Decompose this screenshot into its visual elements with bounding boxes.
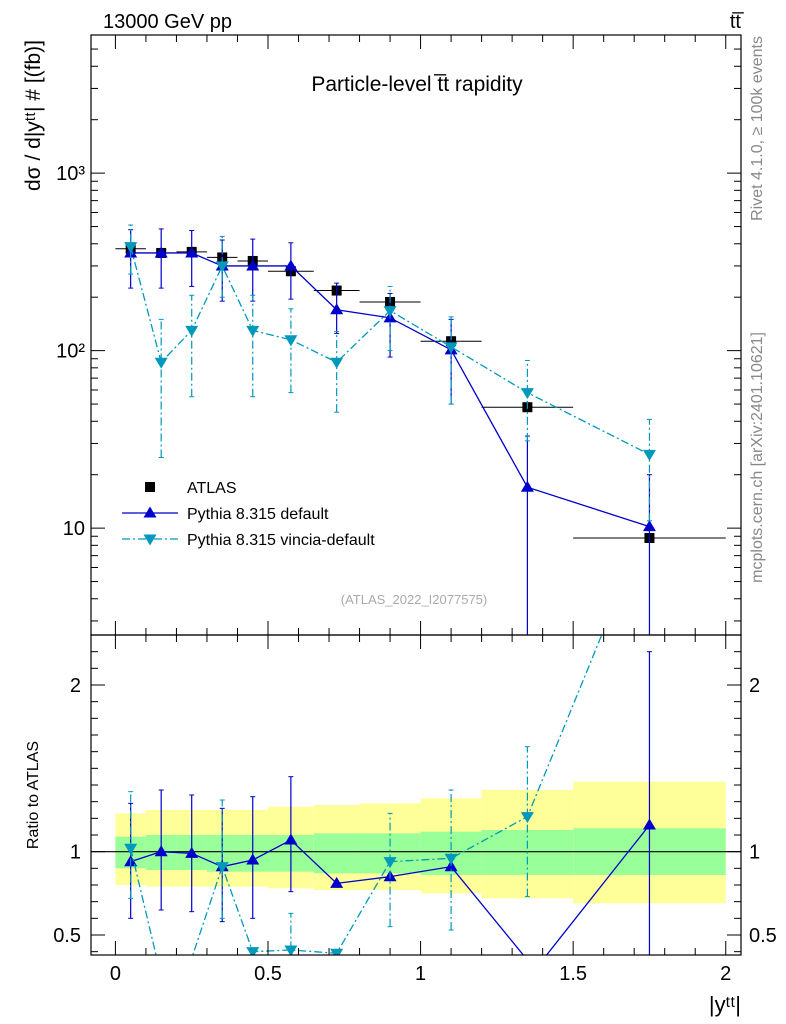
- ratio-y-tick-label-right: 1: [749, 842, 760, 864]
- main-y-tick-label: 10²: [56, 341, 85, 363]
- ratio-marker: [330, 876, 344, 888]
- legend-label: ATLAS: [187, 480, 237, 497]
- ratio-y-tick-label-left: 1: [70, 842, 81, 864]
- series-marker: [330, 303, 344, 315]
- series-marker: [284, 335, 298, 347]
- x-tick-label: 2: [720, 963, 731, 985]
- legend-marker: [143, 506, 157, 518]
- series-marker: [642, 449, 656, 461]
- series-marker: [185, 325, 199, 337]
- legend-label: Pythia 8.315 vincia-default: [187, 532, 375, 549]
- series-marker: [642, 520, 656, 532]
- series-marker: [154, 246, 168, 258]
- series-line: [130, 246, 650, 456]
- ratio-marker: [215, 862, 229, 874]
- ratio-marker: [444, 853, 458, 865]
- ratio-marker: [246, 947, 260, 955]
- series-marker: [185, 246, 199, 258]
- series-marker: [520, 388, 534, 400]
- ratio-series-1: [124, 635, 603, 955]
- main-panel: 10 10² 10³ Particle-level t̅t rapidity dσ …: [22, 34, 742, 636]
- ratio-panel: 0.5 0.5 1 1 2 2 0 0.5 1 1.5 2 Ratio to ATLAS |yᵗᵗ|: [25, 634, 777, 1017]
- ratio-marker: [383, 857, 397, 869]
- ratio-plot-area: [91, 635, 741, 955]
- main-y-tick-label: 10³: [56, 163, 85, 185]
- series-marker: [246, 325, 260, 337]
- main-plot-area: [115, 224, 726, 635]
- x-tick-label: 0.5: [254, 963, 282, 985]
- series-marker: [444, 342, 458, 354]
- main-axis-ticks: 10 10² 10³: [56, 34, 741, 635]
- ratio-marker: [284, 833, 298, 845]
- legend-marker-atlas: [145, 482, 155, 492]
- series-2: [124, 224, 656, 522]
- series-marker: [246, 259, 260, 271]
- ratio-series-line: [130, 824, 650, 955]
- header-energy-label: 13000 GeV pp: [103, 11, 232, 33]
- ratio-marker: [642, 818, 656, 830]
- header-process-label: tt̅: [730, 11, 744, 33]
- ratio-marker: [330, 948, 344, 955]
- x-axis-label: |yᵗᵗ|: [709, 992, 741, 1017]
- series-marker: [154, 357, 168, 369]
- ratio-y-tick-label-left: 0.5: [53, 925, 81, 947]
- series-0: [115, 243, 726, 543]
- band-inner: [313, 833, 360, 874]
- ratio-marker: [185, 846, 199, 858]
- ratio-marker: [246, 853, 260, 865]
- ratio-y-tick-label-right: 2: [749, 675, 760, 697]
- x-tick-label: 1.5: [559, 963, 587, 985]
- ratio-y-axis-label: Ratio to ATLAS: [25, 741, 42, 849]
- series-marker: [330, 357, 344, 369]
- ratio-axis-ticks: 0.5 0.5 1 1 2 2 0 0.5 1 1.5 2: [53, 634, 777, 985]
- series-marker: [124, 242, 138, 254]
- series-marker: [383, 306, 397, 318]
- ratio-marker: [124, 843, 138, 855]
- main-y-tick-label: 10: [63, 518, 85, 540]
- series-marker: [284, 259, 298, 271]
- x-tick-label: 0: [110, 963, 121, 985]
- side-label-rivet: Rivet 4.1.0, ≥ 100k events: [749, 36, 766, 221]
- ratio-marker: [284, 945, 298, 955]
- ratio-marker: [154, 845, 168, 857]
- main-title: Particle-level t̅t rapidity: [311, 73, 523, 96]
- ratio-y-tick-label-right: 0.5: [749, 925, 777, 947]
- x-tick-label: 1: [415, 963, 426, 985]
- ratio-marker: [520, 812, 534, 824]
- legend: ATLAS Pythia 8.315 default Pythia 8.315 vi…: [122, 480, 375, 549]
- side-label-mcplots: mcplots.cern.ch [arXiv:2401.10621]: [749, 332, 766, 583]
- series-marker: [215, 261, 229, 273]
- ratio-y-tick-label-left: 2: [70, 675, 81, 697]
- ratio-panel-frame: [90, 634, 742, 956]
- watermark-analysis-id: (ATLAS_2022_I2077575): [341, 592, 487, 607]
- legend-label: Pythia 8.315 default: [187, 506, 329, 523]
- legend-marker: [143, 534, 157, 546]
- main-y-axis-label: dσ / d|yᵗᵗ| # [(fb)]: [22, 40, 45, 191]
- series-marker: [520, 480, 534, 492]
